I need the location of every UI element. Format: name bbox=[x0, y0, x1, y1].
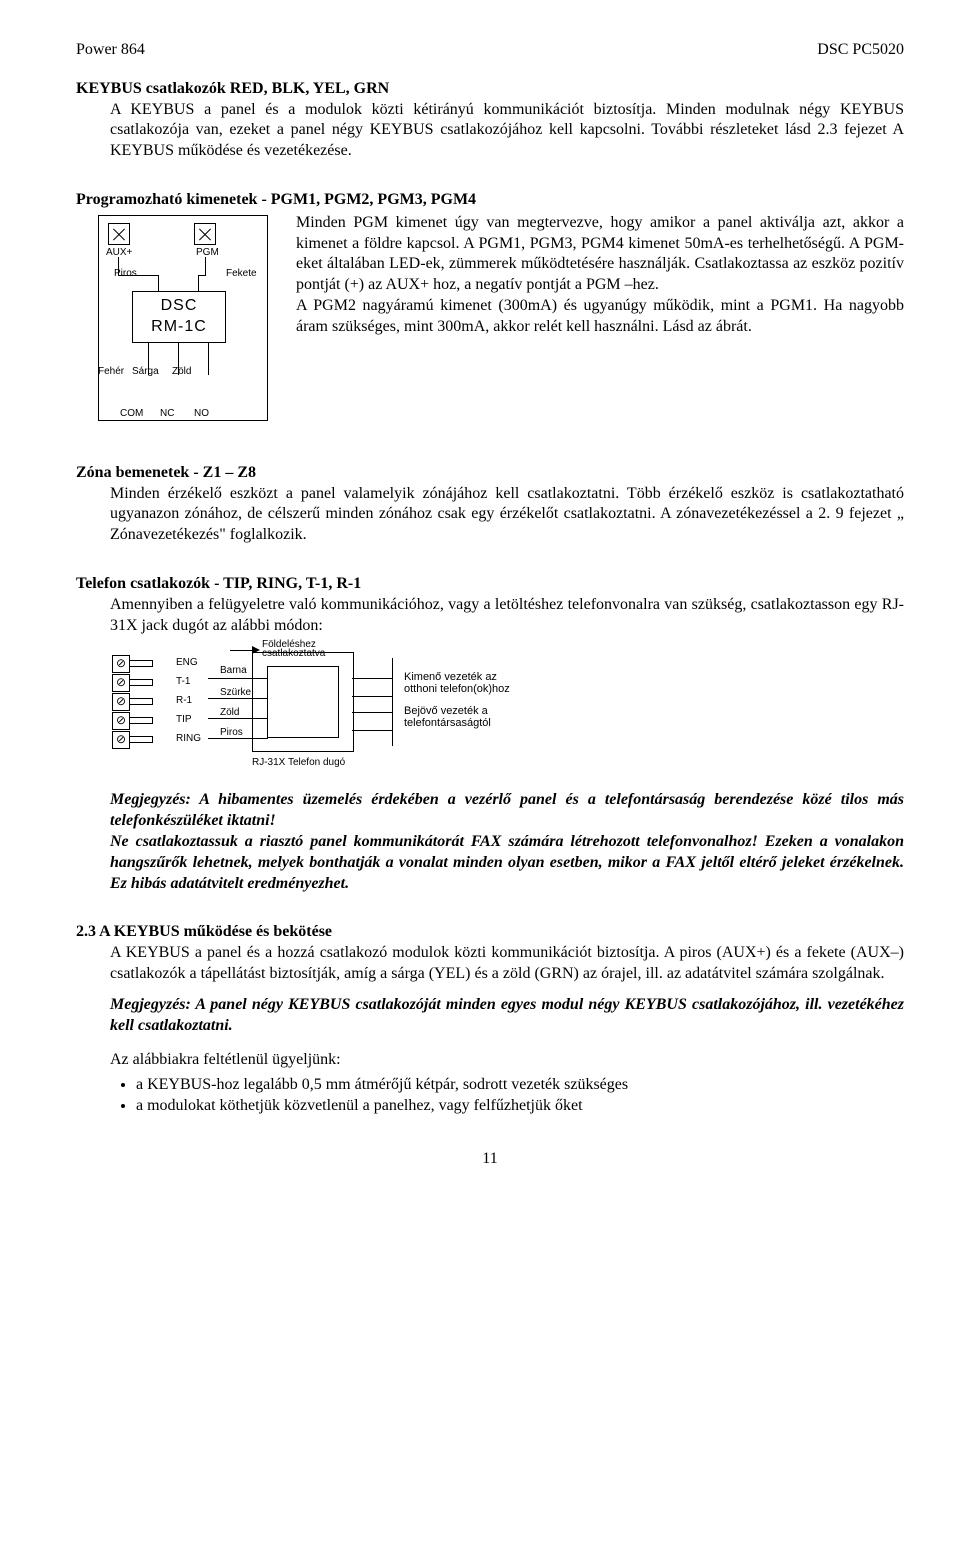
tlabel-0: ENG bbox=[176, 656, 198, 669]
label-sarga: Sárga bbox=[132, 365, 159, 378]
tlabel-4: RING bbox=[176, 732, 201, 745]
keybusop-body: A KEYBUS a panel és a hozzá csatlakozó m… bbox=[110, 943, 904, 985]
page-number: 11 bbox=[76, 1149, 904, 1170]
phone-diagram: ⊘ ⊘ ⊘ ⊘ ⊘ ENG T-1 R-1 TIP RING Barna Szü… bbox=[112, 642, 652, 780]
ground-l2: csatlakoztatva bbox=[262, 647, 325, 660]
tlabel-2: R-1 bbox=[176, 694, 192, 707]
zones-title: Zóna bemenetek - Z1 – Z8 bbox=[76, 463, 904, 484]
pgm-title: Programozható kimenetek - PGM1, PGM2, PG… bbox=[76, 190, 904, 211]
keybusop-note: Megjegyzés: A panel négy KEYBUS csatlako… bbox=[110, 995, 904, 1037]
pgm-diagram: AUX+ PGM Piros Fekete DSC RM-1C Fehér Sá… bbox=[98, 215, 288, 435]
out2-l2: telefontársaságtól bbox=[404, 716, 491, 730]
label-no: NO bbox=[194, 407, 209, 420]
keybusop-list: a KEYBUS-hoz legalább 0,5 mm átmérőjű ké… bbox=[136, 1075, 904, 1117]
relay-box: DSC RM-1C bbox=[132, 291, 226, 343]
tlabel-3: TIP bbox=[176, 713, 192, 726]
label-auxp: AUX+ bbox=[106, 246, 132, 259]
label-pgm: PGM bbox=[196, 246, 219, 259]
page-header: Power 864 DSC PC5020 bbox=[76, 40, 904, 61]
phone-note2: Ne csatlakoztassuk a riasztó panel kommu… bbox=[110, 832, 904, 894]
keybus-title: KEYBUS csatlakozók RED, BLK, YEL, GRN bbox=[76, 79, 904, 100]
terminal-block: ⊘ ⊘ ⊘ ⊘ ⊘ bbox=[112, 654, 153, 749]
header-left: Power 864 bbox=[76, 40, 145, 61]
header-right: DSC PC5020 bbox=[817, 40, 904, 61]
phone-title: Telefon csatlakozók - TIP, RING, T-1, R-… bbox=[76, 574, 904, 595]
zones-body: Minden érzékelő eszközt a panel valamely… bbox=[110, 484, 904, 546]
out1-l2: otthoni telefon(ok)hoz bbox=[404, 682, 510, 696]
wlabel-barna: Barna bbox=[220, 664, 247, 677]
label-zold: Zöld bbox=[172, 365, 191, 378]
label-com: COM bbox=[120, 407, 143, 420]
keybusop-li1: a modulokat köthetjük közvetlenül a pane… bbox=[136, 1096, 904, 1117]
label-piros: Piros bbox=[114, 267, 137, 280]
keybus-body: A KEYBUS a panel és a modulok közti kéti… bbox=[110, 100, 904, 162]
tlabel-1: T-1 bbox=[176, 675, 190, 688]
keybusop-li0: a KEYBUS-hoz legalább 0,5 mm átmérőjű ké… bbox=[136, 1075, 904, 1096]
keybusop-title: 2.3 A KEYBUS működése és bekötése bbox=[76, 922, 904, 943]
phone-note1: Megjegyzés: A hibamentes üzemelés érdeké… bbox=[110, 790, 904, 832]
box-line1: DSC bbox=[133, 296, 225, 317]
box-line2: RM-1C bbox=[133, 317, 225, 338]
pgm-body: Minden PGM kimenet úgy van megtervezve, … bbox=[296, 213, 904, 338]
label-feher: Fehér bbox=[98, 365, 124, 378]
keybusop-listintro: Az alábbiakra feltétlenül ügyeljünk: bbox=[110, 1050, 904, 1071]
phone-body: Amennyiben a felügyeletre való kommuniká… bbox=[110, 595, 904, 637]
label-fekete: Fekete bbox=[226, 267, 257, 280]
label-nc: NC bbox=[160, 407, 174, 420]
jack-label: RJ-31X Telefon dugó bbox=[252, 756, 345, 769]
